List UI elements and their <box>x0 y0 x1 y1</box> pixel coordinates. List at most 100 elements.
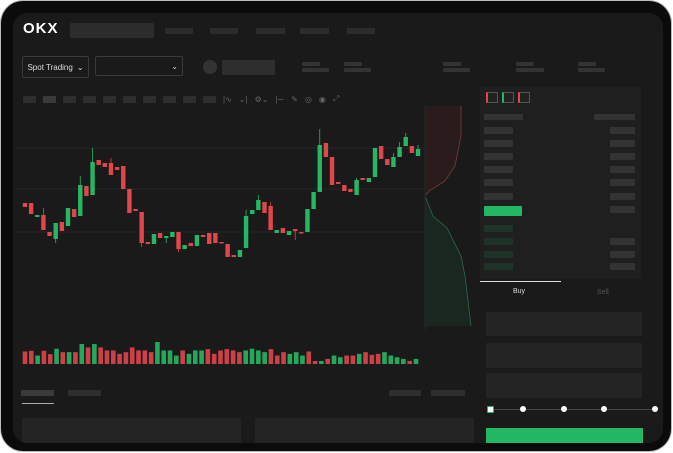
timeframe-button[interactable] <box>143 95 156 103</box>
slider-step-25[interactable] <box>520 406 526 412</box>
volume-bar <box>413 358 419 364</box>
timeframe-button[interactable] <box>123 95 136 103</box>
candle-body <box>145 242 151 244</box>
timeframe-button[interactable] <box>103 95 116 103</box>
bid-price[interactable] <box>484 238 513 245</box>
ask-amount[interactable] <box>610 127 635 134</box>
ask-amount[interactable] <box>610 206 635 213</box>
tab-open-orders[interactable] <box>21 390 54 396</box>
volume-bar <box>129 347 135 364</box>
orderbook-both-view-icon[interactable] <box>486 92 498 103</box>
search-bar[interactable] <box>70 23 154 38</box>
ask-price[interactable] <box>484 140 513 147</box>
candle-body <box>299 232 304 234</box>
timeframe-button[interactable] <box>83 95 96 103</box>
volume-bar <box>92 344 97 364</box>
bid-amount[interactable] <box>610 263 635 270</box>
volume-bar <box>66 352 72 364</box>
volume-bar <box>186 353 192 364</box>
volume-bar <box>35 355 40 364</box>
volume-bar <box>287 353 293 364</box>
slider-handle[interactable] <box>487 406 494 413</box>
nav-item[interactable] <box>165 28 193 34</box>
ask-amount[interactable] <box>610 140 635 147</box>
candle-body <box>213 233 218 243</box>
leverage-slider-track[interactable] <box>490 409 658 410</box>
volume-bar <box>85 347 91 364</box>
tab-order-history[interactable] <box>68 390 101 396</box>
bid-amount[interactable] <box>610 238 635 245</box>
volume-bar <box>319 360 324 364</box>
depth-chart <box>425 106 472 326</box>
depth-bids-area <box>425 196 471 326</box>
candle-body <box>96 160 101 165</box>
timeframe-button[interactable] <box>163 95 176 103</box>
ask-price[interactable] <box>484 179 513 186</box>
bid-price[interactable] <box>484 225 513 232</box>
orderbook-asks-view-icon[interactable] <box>518 92 530 103</box>
pair-selector[interactable]: ⌄ <box>95 56 183 76</box>
volume-bar <box>41 350 47 364</box>
bid-price[interactable] <box>484 251 513 258</box>
pencil-icon[interactable]: ✎ <box>291 94 298 104</box>
ask-amount[interactable] <box>610 179 635 186</box>
okx-logo[interactable]: OKX <box>23 20 59 37</box>
candle-body <box>256 200 261 210</box>
buy-submit-button[interactable] <box>486 428 643 443</box>
settings-icon[interactable]: ⚙⌄ <box>254 94 269 104</box>
amount-input[interactable] <box>486 343 642 368</box>
slider-step-100[interactable] <box>652 406 658 412</box>
sell-tab[interactable]: Sell <box>597 289 609 296</box>
filter-button[interactable] <box>431 390 465 396</box>
timeframe-button[interactable] <box>203 95 216 103</box>
indicator-icon[interactable]: |∿ <box>223 94 232 104</box>
bid-amount[interactable] <box>610 251 635 258</box>
volume-bar <box>174 355 179 364</box>
timeframe-button[interactable] <box>183 95 196 103</box>
candle-body <box>250 210 255 214</box>
camera-icon[interactable]: ◎ <box>304 94 312 104</box>
ask-price[interactable] <box>484 193 513 200</box>
filter-button[interactable] <box>389 390 421 396</box>
candle-body <box>108 163 114 175</box>
candle-body <box>170 232 175 237</box>
volume-bar <box>281 352 286 364</box>
ask-price[interactable] <box>484 127 513 134</box>
chart-type-icon[interactable]: ⌄| <box>238 94 248 104</box>
timeframe-button[interactable] <box>23 95 36 103</box>
ask-amount[interactable] <box>610 193 635 200</box>
ask-amount[interactable] <box>610 166 635 173</box>
candle-body <box>194 235 200 246</box>
nav-item[interactable] <box>210 28 238 34</box>
volume-bar <box>344 355 349 364</box>
depth-bids-line <box>425 195 472 326</box>
orderbook-bids-view-icon[interactable] <box>502 92 514 103</box>
total-input[interactable] <box>486 373 642 398</box>
price-input[interactable] <box>486 312 642 336</box>
spot-trading-dropdown[interactable]: Spot Trading ⌄ <box>22 56 89 78</box>
nav-item[interactable] <box>300 28 329 34</box>
candle-body <box>231 255 236 257</box>
volume-bar <box>356 353 362 364</box>
chevron-down-icon: ⌄ <box>76 62 84 72</box>
candle-body <box>176 232 181 249</box>
slider-step-50[interactable] <box>561 406 567 412</box>
timeframe-button[interactable] <box>43 95 56 103</box>
volume-bar <box>110 350 116 364</box>
ask-amount[interactable] <box>610 153 635 160</box>
volume-bar <box>262 352 267 364</box>
buy-tab[interactable]: Buy <box>513 288 526 295</box>
nav-item[interactable] <box>347 28 375 34</box>
draw-line-icon[interactable]: |∼ <box>275 94 285 104</box>
timeframe-button[interactable] <box>63 95 76 103</box>
ask-price[interactable] <box>484 166 513 173</box>
fullscreen-icon[interactable]: ⤢ <box>332 94 340 103</box>
volume-bar <box>293 352 299 364</box>
nav-item[interactable] <box>256 28 285 34</box>
volume-bar <box>325 358 331 364</box>
bid-price[interactable] <box>484 263 513 270</box>
slider-step-75[interactable] <box>601 406 607 412</box>
target-icon[interactable]: ◉ <box>318 94 326 104</box>
ask-price[interactable] <box>484 153 513 160</box>
